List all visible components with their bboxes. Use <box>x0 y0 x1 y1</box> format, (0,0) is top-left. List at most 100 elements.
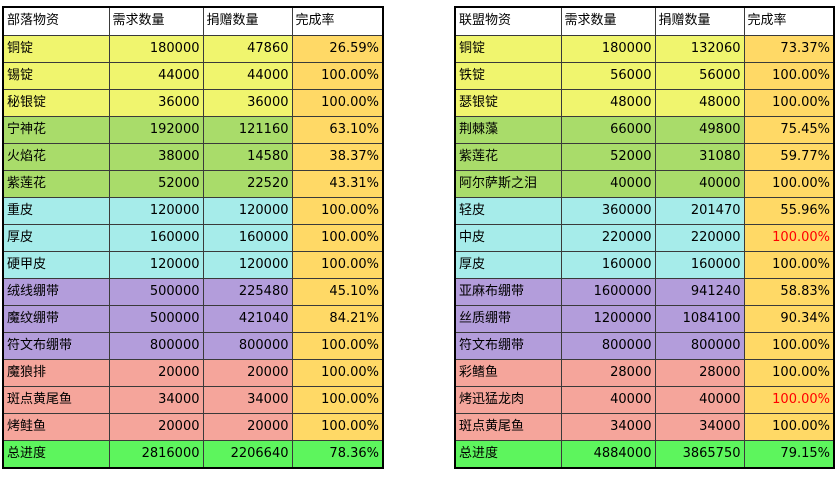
total-donated-cell[interactable]: 2206640 <box>202 439 293 468</box>
donated-quantity-cell[interactable]: 1084100 <box>654 304 745 333</box>
completion-rate-cell[interactable]: 100.00% <box>743 61 835 90</box>
completion-rate-cell[interactable]: 100.00% <box>291 358 384 387</box>
completion-rate-cell[interactable]: 100.00% <box>743 358 835 387</box>
need-quantity-cell[interactable]: 48000 <box>560 88 656 117</box>
donated-quantity-cell[interactable]: 120000 <box>202 196 293 225</box>
completion-rate-cell[interactable]: 100.00% <box>743 169 835 198</box>
item-name-cell[interactable]: 斑点黄尾鱼 <box>2 385 110 414</box>
donated-quantity-cell[interactable]: 225480 <box>202 277 293 306</box>
item-header-cell[interactable]: 部落物资 <box>2 6 110 36</box>
item-name-cell[interactable]: 紫莲花 <box>2 169 110 198</box>
item-name-cell[interactable]: 阿尔萨斯之泪 <box>454 169 562 198</box>
completion-rate-cell[interactable]: 45.10% <box>291 277 384 306</box>
total-label-cell[interactable]: 总进度 <box>454 439 562 468</box>
item-name-cell[interactable]: 彩鳍鱼 <box>454 358 562 387</box>
donated-quantity-cell[interactable]: 20000 <box>202 412 293 441</box>
completion-rate-cell[interactable]: 100.00% <box>291 223 384 252</box>
need-quantity-cell[interactable]: 500000 <box>108 304 204 333</box>
completion-rate-cell[interactable]: 100.00% <box>291 412 384 441</box>
item-name-cell[interactable]: 瑟银锭 <box>454 88 562 117</box>
donated-quantity-cell[interactable]: 28000 <box>654 358 745 387</box>
need-quantity-cell[interactable]: 34000 <box>108 385 204 414</box>
item-name-cell[interactable]: 亚麻布绷带 <box>454 277 562 306</box>
completion-rate-cell[interactable]: 100.00% <box>291 196 384 225</box>
need-quantity-cell[interactable]: 1200000 <box>560 304 656 333</box>
need-quantity-cell[interactable]: 192000 <box>108 115 204 144</box>
completion-rate-cell[interactable]: 100.00% <box>291 250 384 279</box>
item-name-cell[interactable]: 火焰花 <box>2 142 110 171</box>
item-name-cell[interactable]: 绒线绷带 <box>2 277 110 306</box>
donated-quantity-cell[interactable]: 48000 <box>654 88 745 117</box>
completion-rate-cell[interactable]: 100.00% <box>291 331 384 360</box>
completion-rate-cell[interactable]: 100.00% <box>743 223 835 252</box>
donated-quantity-cell[interactable]: 800000 <box>202 331 293 360</box>
donated-quantity-cell[interactable]: 36000 <box>202 88 293 117</box>
item-name-cell[interactable]: 厚皮 <box>454 250 562 279</box>
completion-rate-cell[interactable]: 100.00% <box>743 385 835 414</box>
item-name-cell[interactable]: 符文布绷带 <box>2 331 110 360</box>
completion-rate-cell[interactable]: 43.31% <box>291 169 384 198</box>
donated-quantity-cell[interactable]: 49800 <box>654 115 745 144</box>
completion-rate-cell[interactable]: 38.37% <box>291 142 384 171</box>
need-quantity-cell[interactable]: 52000 <box>108 169 204 198</box>
item-name-cell[interactable]: 魔纹绷带 <box>2 304 110 333</box>
need-quantity-cell[interactable]: 40000 <box>560 169 656 198</box>
completion-rate-cell[interactable]: 26.59% <box>291 34 384 63</box>
donated-quantity-cell[interactable]: 421040 <box>202 304 293 333</box>
completion-rate-cell[interactable]: 58.83% <box>743 277 835 306</box>
need-quantity-cell[interactable]: 56000 <box>560 61 656 90</box>
completion-rate-cell[interactable]: 90.34% <box>743 304 835 333</box>
completion-rate-cell[interactable]: 100.00% <box>291 88 384 117</box>
need-quantity-cell[interactable]: 180000 <box>108 34 204 63</box>
need-quantity-cell[interactable]: 20000 <box>108 358 204 387</box>
item-name-cell[interactable]: 紫莲花 <box>454 142 562 171</box>
need-quantity-cell[interactable]: 160000 <box>560 250 656 279</box>
completion-rate-cell[interactable]: 100.00% <box>743 412 835 441</box>
item-name-cell[interactable]: 烤鲑鱼 <box>2 412 110 441</box>
item-name-cell[interactable]: 符文布绷带 <box>454 331 562 360</box>
donated-quantity-cell[interactable]: 22520 <box>202 169 293 198</box>
item-name-cell[interactable]: 重皮 <box>2 196 110 225</box>
need-quantity-cell[interactable]: 160000 <box>108 223 204 252</box>
item-name-cell[interactable]: 宁神花 <box>2 115 110 144</box>
completion-rate-cell[interactable]: 100.00% <box>743 88 835 117</box>
need-quantity-cell[interactable]: 66000 <box>560 115 656 144</box>
donated-quantity-cell[interactable]: 47860 <box>202 34 293 63</box>
donated-quantity-cell[interactable]: 800000 <box>654 331 745 360</box>
need-quantity-cell[interactable]: 20000 <box>108 412 204 441</box>
completion-rate-cell[interactable]: 100.00% <box>743 331 835 360</box>
donated-quantity-cell[interactable]: 121160 <box>202 115 293 144</box>
donated-quantity-cell[interactable]: 160000 <box>202 223 293 252</box>
need-quantity-cell[interactable]: 28000 <box>560 358 656 387</box>
item-name-cell[interactable]: 秘银锭 <box>2 88 110 117</box>
total-rate-cell[interactable]: 78.36% <box>291 439 384 468</box>
item-name-cell[interactable]: 铁锭 <box>454 61 562 90</box>
item-name-cell[interactable]: 魔狼排 <box>2 358 110 387</box>
completion-rate-cell[interactable]: 63.10% <box>291 115 384 144</box>
need-quantity-cell[interactable]: 36000 <box>108 88 204 117</box>
completion-rate-cell[interactable]: 55.96% <box>743 196 835 225</box>
rate-header-cell[interactable]: 完成率 <box>743 6 835 36</box>
need-quantity-cell[interactable]: 38000 <box>108 142 204 171</box>
item-name-cell[interactable]: 锡锭 <box>2 61 110 90</box>
need-quantity-cell[interactable]: 220000 <box>560 223 656 252</box>
donated-quantity-cell[interactable]: 40000 <box>654 169 745 198</box>
item-name-cell[interactable]: 厚皮 <box>2 223 110 252</box>
item-name-cell[interactable]: 荆棘藻 <box>454 115 562 144</box>
need-quantity-cell[interactable]: 180000 <box>560 34 656 63</box>
need-quantity-cell[interactable]: 800000 <box>108 331 204 360</box>
donated-quantity-cell[interactable]: 34000 <box>202 385 293 414</box>
item-name-cell[interactable]: 斑点黄尾鱼 <box>454 412 562 441</box>
donated-quantity-cell[interactable]: 56000 <box>654 61 745 90</box>
item-name-cell[interactable]: 硬甲皮 <box>2 250 110 279</box>
item-name-cell[interactable]: 铜锭 <box>2 34 110 63</box>
donated-header-cell[interactable]: 捐赠数量 <box>202 6 293 36</box>
donated-quantity-cell[interactable]: 40000 <box>654 385 745 414</box>
donated-quantity-cell[interactable]: 31080 <box>654 142 745 171</box>
need-quantity-cell[interactable]: 120000 <box>108 196 204 225</box>
item-name-cell[interactable]: 烤迅猛龙肉 <box>454 385 562 414</box>
item-name-cell[interactable]: 轻皮 <box>454 196 562 225</box>
need-quantity-cell[interactable]: 52000 <box>560 142 656 171</box>
need-quantity-cell[interactable]: 800000 <box>560 331 656 360</box>
need-quantity-cell[interactable]: 44000 <box>108 61 204 90</box>
